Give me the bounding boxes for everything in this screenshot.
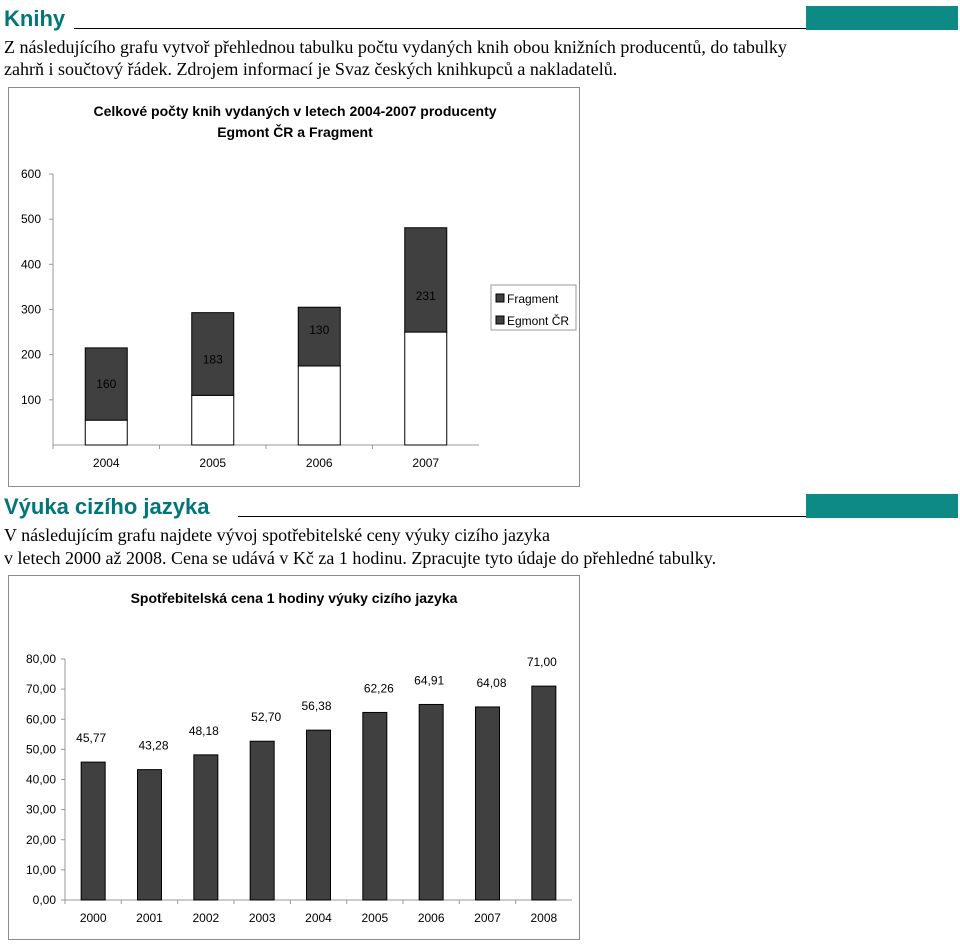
y-tick-label: 50,00: [26, 742, 56, 756]
y-tick-label: 200: [21, 348, 41, 362]
data-label: 62,26: [364, 681, 394, 695]
section-heading-vyuka: Výuka cizího jazyka: [2, 494, 958, 520]
x-tick-label: 2008: [530, 911, 557, 925]
bar-fragment-2006: [297, 306, 341, 367]
price-chart-svg: Spotřebitelská cena 1 hodiny výuky cizíh…: [26, 590, 572, 925]
y-tick-label: 30,00: [26, 803, 56, 817]
x-tick-label: 2006: [418, 911, 445, 925]
y-tick-label: 10,00: [26, 863, 56, 877]
bar-2006: [418, 703, 444, 901]
y-tick-label: 70,00: [26, 682, 56, 696]
bar-2002: [193, 754, 219, 901]
chart-title-line-2: Egmont ČR a Fragment: [217, 123, 373, 140]
data-label: 52,70: [251, 710, 281, 724]
section-title: Knihy: [4, 6, 66, 31]
bar-2000: [80, 761, 106, 901]
y-tick-label: 600: [21, 167, 41, 181]
x-tick-label: 2004: [93, 456, 120, 470]
x-tick-label: 2005: [361, 911, 388, 925]
heading-rule: [74, 28, 808, 29]
bar-fragment-2005: [191, 312, 235, 396]
bar-egmont-2007: [404, 331, 448, 446]
instruction-line-2: v letech 2000 až 2008. Cena se udává v K…: [4, 548, 717, 568]
books-chart: Celkové počty knih vydaných v letech 200…: [8, 87, 580, 487]
instruction-line-1: V následujícím grafu najdete vývoj spotř…: [4, 525, 551, 545]
x-tick-label: 2001: [136, 911, 163, 925]
chart-title: Spotřebitelská cena 1 hodiny výuky cizíh…: [131, 590, 458, 606]
y-tick-label: 60,00: [26, 712, 56, 726]
data-label: 43,28: [138, 739, 168, 753]
x-tick-label: 2006: [306, 456, 333, 470]
legend-swatch-fragment: [495, 293, 505, 303]
y-tick-label: 40,00: [26, 773, 56, 787]
bar-egmont-2004: [84, 419, 128, 446]
x-tick-label: 2005: [199, 456, 226, 470]
x-tick-label: 2004: [305, 911, 332, 925]
data-label: 45,77: [76, 731, 106, 745]
data-label: 231: [416, 289, 436, 303]
bar-egmont-2005: [191, 394, 235, 446]
x-tick-label: 2003: [249, 911, 276, 925]
y-tick-label: 0,00: [33, 893, 57, 907]
bar-fragment-2007: [404, 227, 448, 333]
data-label: 56,38: [301, 699, 331, 713]
bar-2005: [362, 711, 388, 901]
legend-label-egmont: Egmont ČR: [507, 313, 569, 328]
bar-2001: [137, 769, 162, 901]
books-chart-svg: Celkové počty knih vydaných v letech 200…: [21, 103, 577, 470]
bar-2003: [249, 740, 275, 901]
bar-egmont-2006: [297, 365, 341, 446]
data-label: 130: [309, 323, 329, 337]
section-heading-knihy: Knihy: [2, 6, 958, 32]
y-tick-label: 20,00: [26, 833, 56, 847]
bar-2004: [306, 729, 331, 901]
y-tick-label: 400: [21, 257, 41, 271]
data-label: 160: [96, 377, 116, 391]
chart-title-line-1: Celkové počty knih vydaných v letech 200…: [93, 103, 496, 119]
instruction-line-1: Z následujícího grafu vytvoř přehlednou …: [4, 37, 787, 57]
x-tick-label: 2007: [412, 456, 439, 470]
heading-accent-block: [806, 494, 958, 518]
heading-accent-block: [806, 6, 958, 30]
bar-fragment-2004: [84, 347, 128, 421]
y-tick-label: 100: [21, 393, 41, 407]
bar-2007: [475, 706, 500, 901]
data-label: 64,91: [414, 673, 444, 687]
section-title: Výuka cizího jazyka: [4, 494, 210, 519]
y-tick-label: 300: [21, 303, 41, 317]
x-tick-label: 2002: [192, 911, 219, 925]
legend-label-fragment: Fragment: [507, 292, 559, 306]
legend-swatch-egmont: [495, 315, 505, 325]
y-tick-label: 500: [21, 212, 41, 226]
bar-2008: [531, 685, 557, 901]
data-label: 71,00: [527, 655, 557, 669]
data-label: 48,18: [189, 724, 219, 738]
data-label: 64,08: [476, 676, 506, 690]
y-tick-label: 80,00: [26, 652, 56, 666]
legend: Fragment Egmont ČR: [490, 284, 577, 331]
data-label: 183: [203, 352, 223, 366]
heading-rule: [238, 516, 808, 517]
price-chart: Spotřebitelská cena 1 hodiny výuky cizíh…: [8, 575, 580, 940]
x-tick-label: 2007: [474, 911, 501, 925]
x-tick-label: 2000: [80, 911, 107, 925]
instruction-line-2: zahrň i součtový řádek. Zdrojem informac…: [4, 59, 618, 79]
